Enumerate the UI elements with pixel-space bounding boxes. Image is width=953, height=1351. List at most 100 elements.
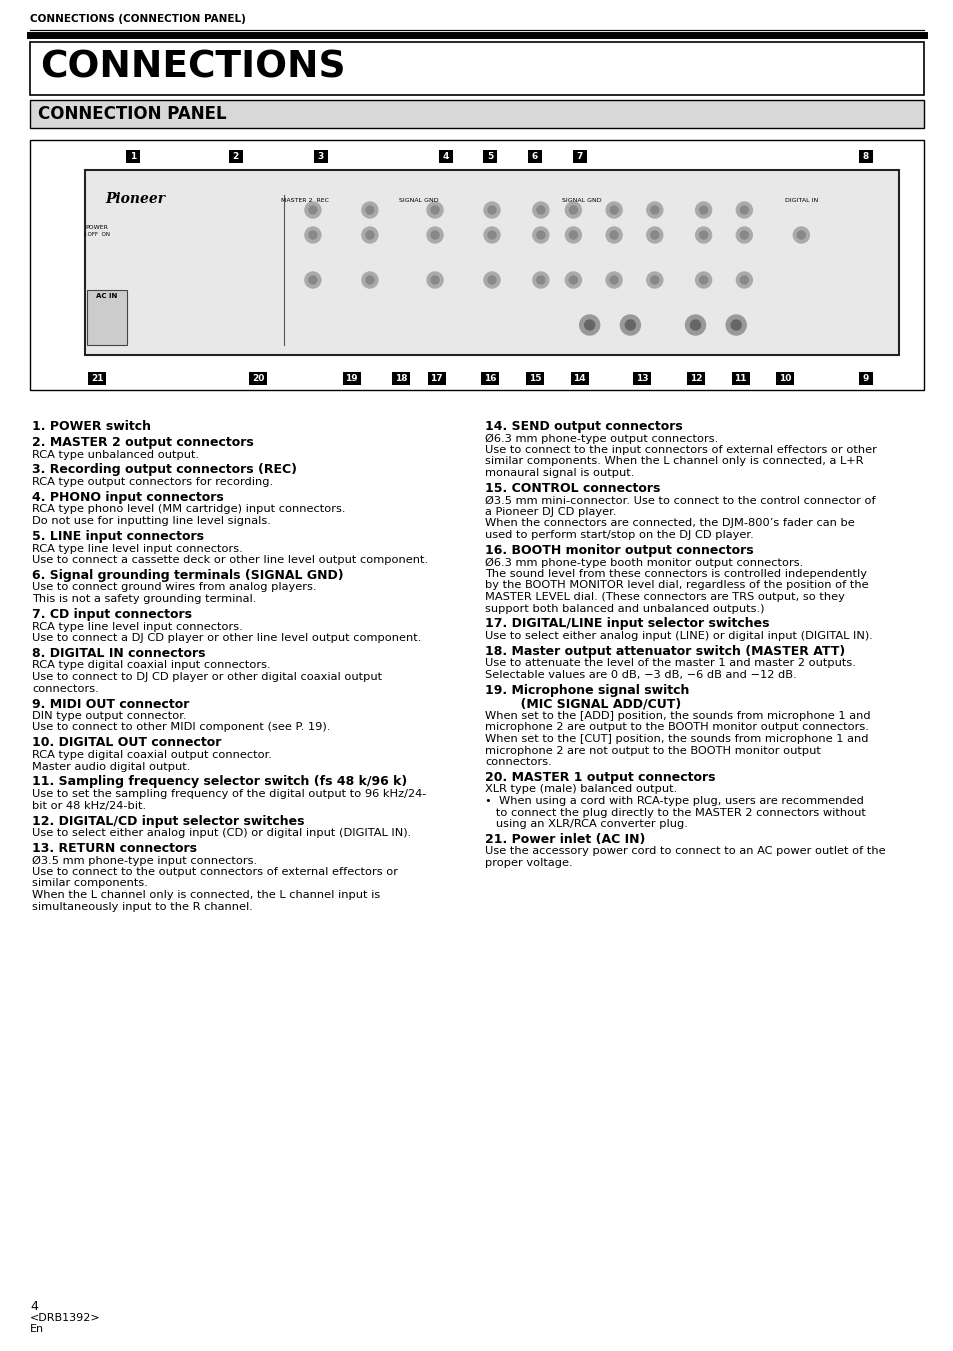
Text: Use to select either analog input (CD) or digital input (DIGITAL IN).: Use to select either analog input (CD) o… [32, 828, 411, 838]
Circle shape [361, 272, 377, 288]
Circle shape [695, 203, 711, 218]
Text: When the connectors are connected, the DJM-800’s fader can be: When the connectors are connected, the D… [484, 519, 854, 528]
Circle shape [569, 231, 577, 239]
Circle shape [533, 203, 548, 218]
Text: 4: 4 [442, 153, 449, 161]
Circle shape [488, 231, 496, 239]
Text: 12: 12 [689, 374, 701, 382]
Text: used to perform start/stop on the DJ CD player.: used to perform start/stop on the DJ CD … [484, 530, 753, 540]
Bar [30, 42, 923, 95]
Text: This is not a safety grounding terminal.: This is not a safety grounding terminal. [32, 594, 256, 604]
Circle shape [579, 315, 599, 335]
Text: 6: 6 [532, 153, 537, 161]
Circle shape [725, 315, 745, 335]
Bar [85, 170, 898, 355]
Text: bit or 48 kHz/24-bit.: bit or 48 kHz/24-bit. [32, 801, 146, 811]
Bar [30, 100, 923, 128]
Text: 7. CD input connectors: 7. CD input connectors [32, 608, 192, 621]
Text: a Pioneer DJ CD player.: a Pioneer DJ CD player. [484, 507, 616, 517]
Bar [776, 372, 794, 385]
Text: simultaneously input to the R channel.: simultaneously input to the R channel. [32, 901, 253, 912]
Circle shape [565, 227, 580, 243]
Circle shape [366, 276, 374, 284]
Circle shape [537, 205, 544, 213]
Circle shape [537, 231, 544, 239]
Circle shape [361, 203, 377, 218]
Text: 21. Power inlet (AC IN): 21. Power inlet (AC IN) [484, 834, 644, 846]
Text: connectors.: connectors. [32, 684, 99, 693]
Circle shape [736, 272, 752, 288]
Circle shape [584, 320, 594, 330]
Text: 20. MASTER 1 output connectors: 20. MASTER 1 output connectors [484, 771, 715, 784]
Bar [481, 372, 498, 385]
Circle shape [309, 205, 316, 213]
Circle shape [695, 272, 711, 288]
Circle shape [699, 205, 707, 213]
Text: MASTER LEVEL dial. (These connectors are TRS output, so they: MASTER LEVEL dial. (These connectors are… [484, 592, 844, 603]
Text: 19: 19 [345, 374, 357, 382]
Text: When set to the [CUT] position, the sounds from microphone 1 and: When set to the [CUT] position, the soun… [484, 734, 867, 744]
Text: RCA type line level input connectors.: RCA type line level input connectors. [32, 621, 242, 631]
Circle shape [431, 231, 438, 239]
Text: Use the accessory power cord to connect to an AC power outlet of the: Use the accessory power cord to connect … [484, 847, 884, 857]
Bar [528, 150, 541, 163]
Text: 3. Recording output connectors (REC): 3. Recording output connectors (REC) [32, 463, 296, 477]
Text: Use to attenuate the level of the master 1 and master 2 outputs.: Use to attenuate the level of the master… [484, 658, 855, 669]
Bar [570, 372, 588, 385]
Circle shape [431, 205, 438, 213]
Text: connectors.: connectors. [484, 757, 551, 767]
Text: Use to connect to other MIDI component (see P. 19).: Use to connect to other MIDI component (… [32, 723, 330, 732]
Text: 1: 1 [130, 153, 135, 161]
Circle shape [740, 231, 747, 239]
Text: Selectable values are 0 dB, −3 dB, −6 dB and −12 dB.: Selectable values are 0 dB, −3 dB, −6 dB… [484, 670, 796, 680]
Text: 14. SEND output connectors: 14. SEND output connectors [484, 420, 682, 434]
Circle shape [646, 272, 662, 288]
Bar [392, 372, 410, 385]
Circle shape [730, 320, 740, 330]
Circle shape [605, 227, 621, 243]
Text: DIN type output connector.: DIN type output connector. [32, 711, 187, 721]
Circle shape [533, 227, 548, 243]
Bar [249, 372, 267, 385]
Text: similar components.: similar components. [32, 878, 148, 889]
Text: 15: 15 [528, 374, 540, 382]
Text: When set to the [ADD] position, the sounds from microphone 1 and: When set to the [ADD] position, the soun… [484, 711, 870, 721]
Text: 3: 3 [317, 153, 323, 161]
Bar [483, 150, 497, 163]
Bar [314, 150, 327, 163]
Bar [342, 372, 360, 385]
Text: When the L channel only is connected, the L channel input is: When the L channel only is connected, th… [32, 890, 380, 900]
Text: 8. DIGITAL IN connectors: 8. DIGITAL IN connectors [32, 647, 205, 661]
Circle shape [565, 203, 580, 218]
Bar [686, 372, 704, 385]
Circle shape [483, 227, 499, 243]
Text: 16: 16 [484, 374, 497, 382]
Text: 21: 21 [91, 374, 103, 382]
Text: 16. BOOTH monitor output connectors: 16. BOOTH monitor output connectors [484, 544, 753, 557]
Circle shape [797, 231, 804, 239]
Circle shape [736, 227, 752, 243]
Text: 14: 14 [573, 374, 585, 382]
Text: support both balanced and unbalanced outputs.): support both balanced and unbalanced out… [484, 604, 763, 613]
Text: RCA type digital coaxial output connector.: RCA type digital coaxial output connecto… [32, 750, 272, 761]
Text: 7: 7 [576, 153, 582, 161]
Text: SIGNAL GND: SIGNAL GND [561, 199, 600, 203]
Circle shape [488, 205, 496, 213]
Bar [858, 372, 872, 385]
Bar [633, 372, 651, 385]
Circle shape [361, 227, 377, 243]
Text: by the BOOTH MONITOR level dial, regardless of the position of the: by the BOOTH MONITOR level dial, regardl… [484, 581, 868, 590]
Text: •  When using a cord with RCA-type plug, users are recommended: • When using a cord with RCA-type plug, … [484, 796, 863, 807]
Circle shape [309, 276, 316, 284]
Circle shape [565, 272, 580, 288]
Text: DIGITAL IN: DIGITAL IN [784, 199, 817, 203]
Circle shape [605, 203, 621, 218]
Circle shape [483, 272, 499, 288]
Text: Do not use for inputting line level signals.: Do not use for inputting line level sign… [32, 516, 271, 526]
Text: monaural signal is output.: monaural signal is output. [484, 467, 634, 478]
Bar [858, 150, 872, 163]
Text: microphone 2 are output to the BOOTH monitor output connectors.: microphone 2 are output to the BOOTH mon… [484, 723, 868, 732]
Circle shape [690, 320, 700, 330]
Circle shape [793, 227, 808, 243]
Circle shape [309, 231, 316, 239]
